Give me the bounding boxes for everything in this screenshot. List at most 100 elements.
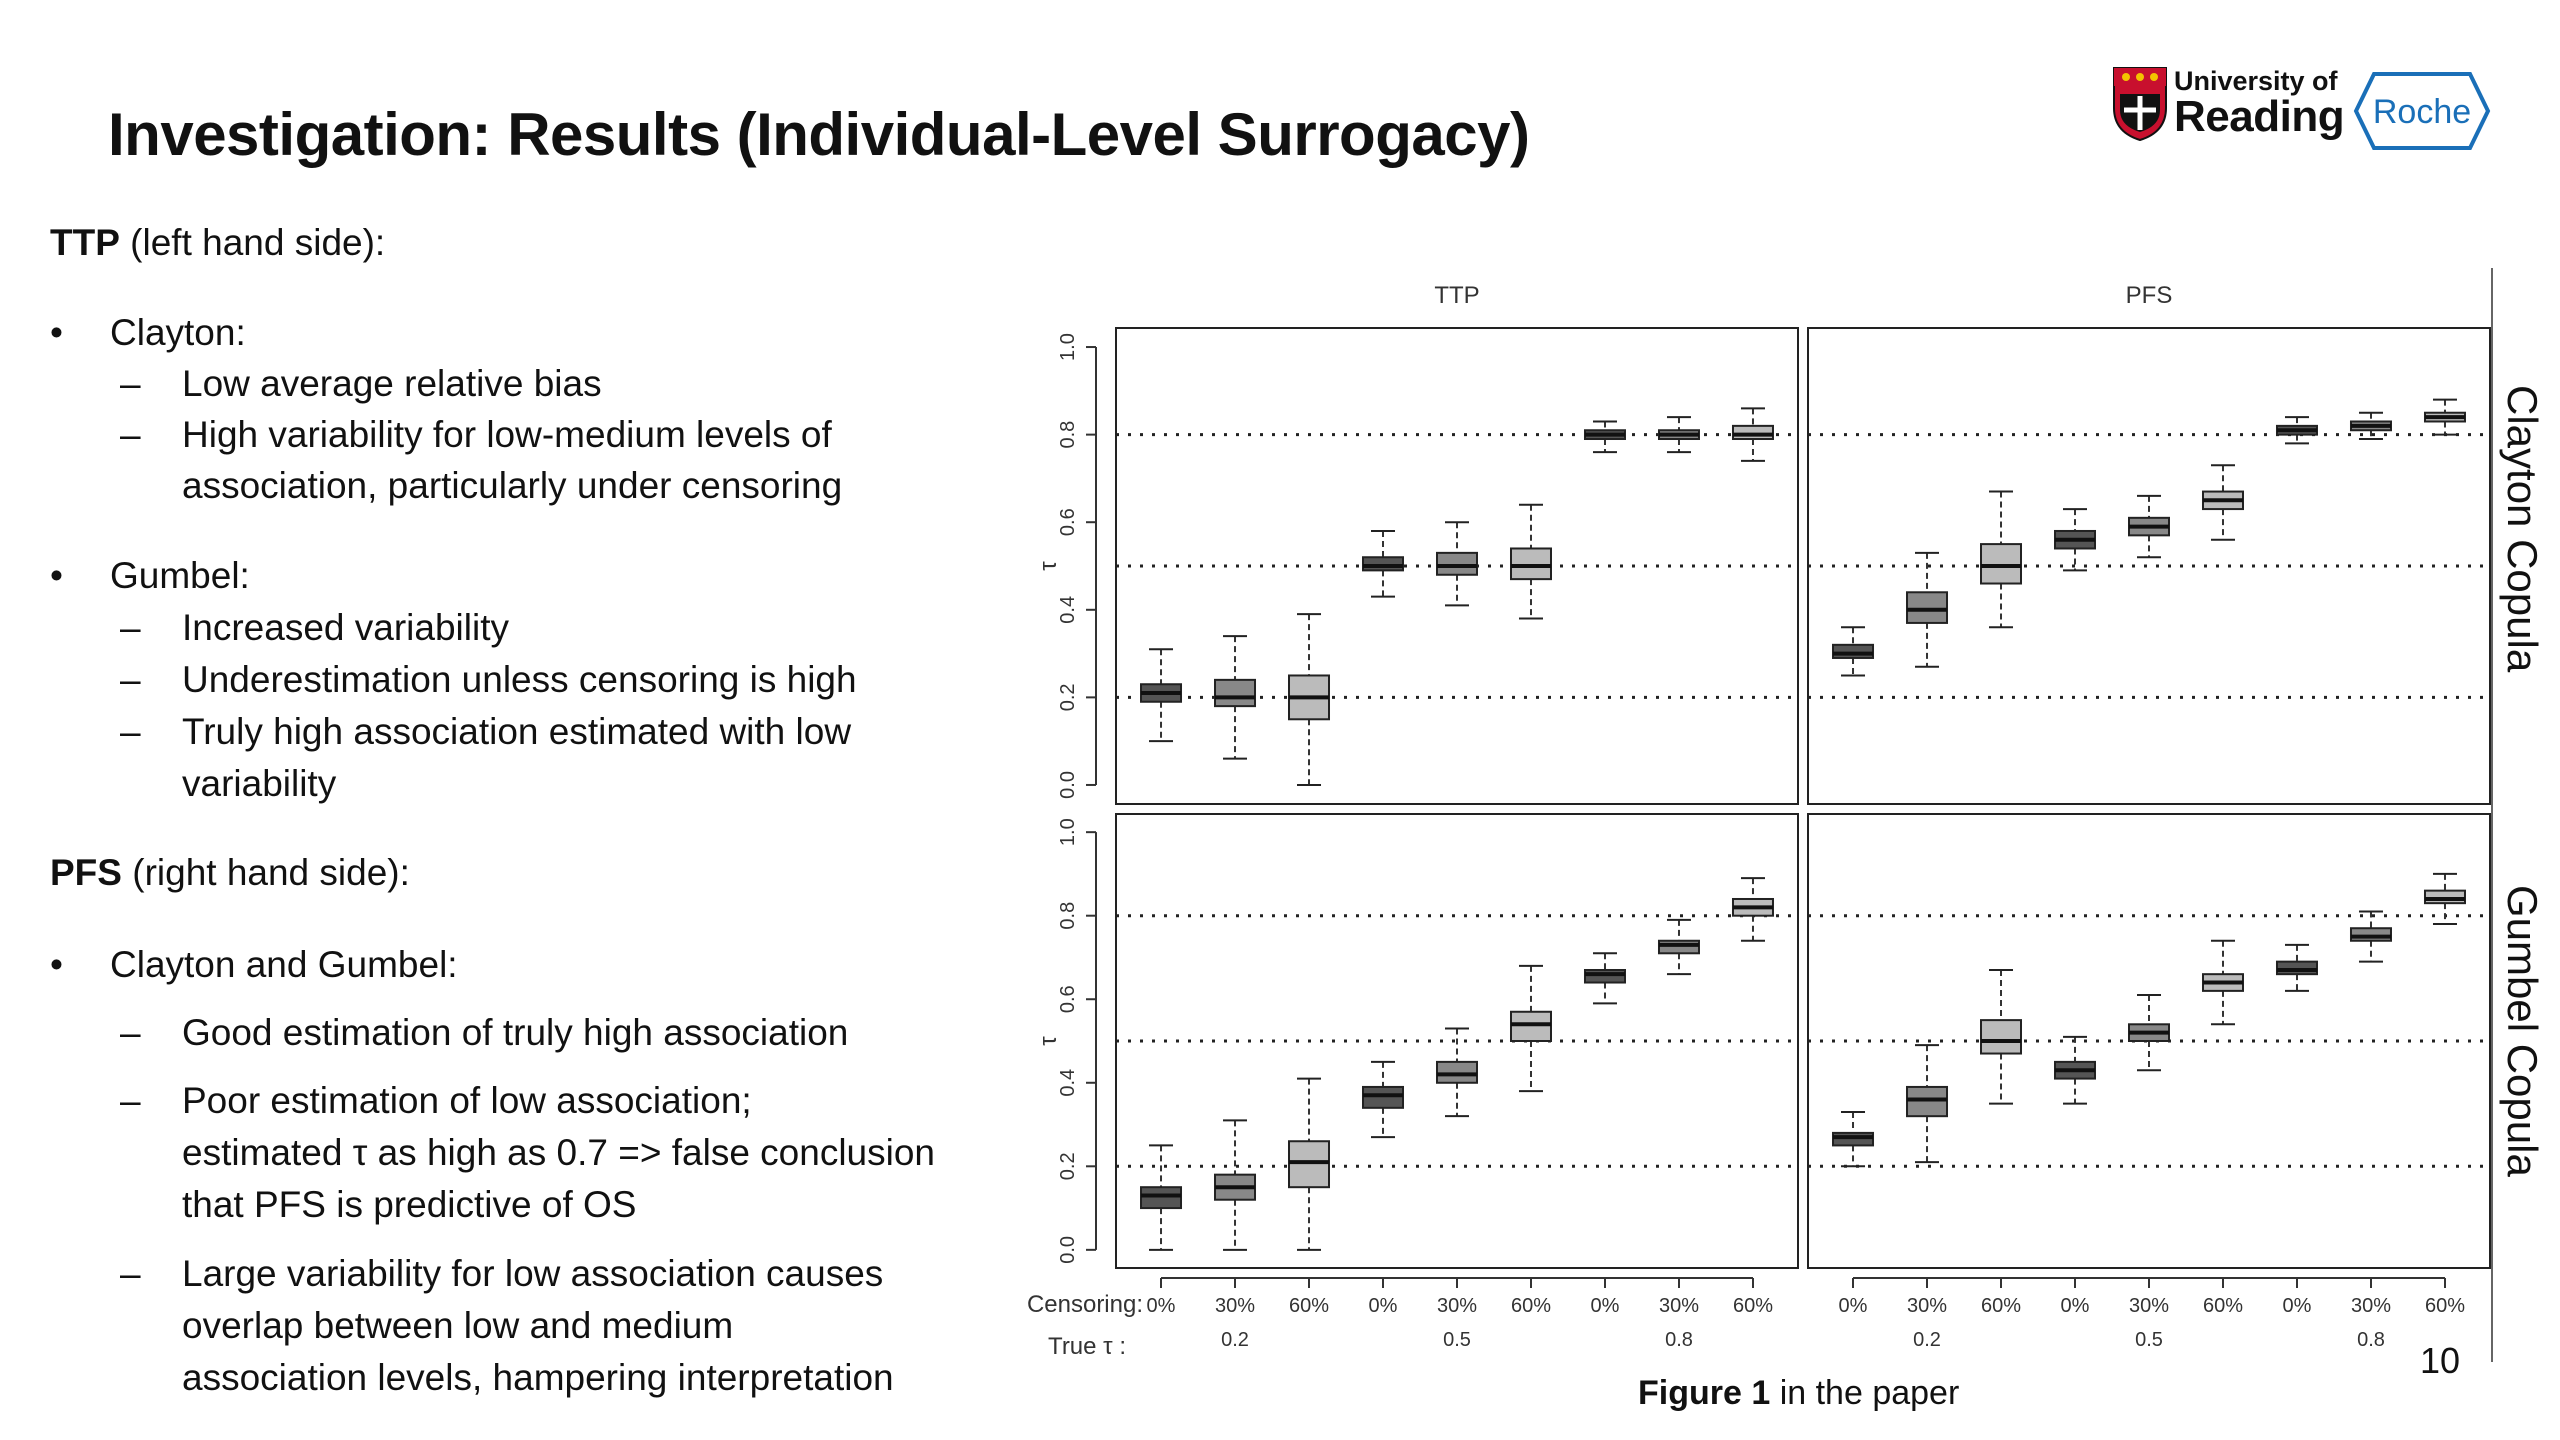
figure-caption: Figure 1 in the paper xyxy=(1638,1374,1960,1412)
row-label-clayton: Clayton Copula xyxy=(2499,385,2546,673)
list-item: Underestimation unless censoring is high xyxy=(182,659,857,700)
y-tick-label: 1.0 xyxy=(1057,818,1079,846)
bullet-clayton-gumbel: • xyxy=(50,944,63,985)
box xyxy=(2349,927,2392,942)
box xyxy=(2275,960,2318,976)
pfs-heading: PFS (right hand side): xyxy=(50,852,410,893)
y-tick-label: 0.4 xyxy=(1057,1069,1079,1097)
true-tau-group-label: 0.2 xyxy=(1221,1329,1249,1351)
box xyxy=(1214,678,1257,708)
logos: University of Reading Roche xyxy=(2110,64,2510,164)
dash: – xyxy=(120,1253,141,1294)
censoring-tick-label: 30% xyxy=(1659,1295,1699,1317)
list-item: Good estimation of truly high associatio… xyxy=(182,1012,849,1053)
list-item: that PFS is predictive of OS xyxy=(182,1184,637,1225)
roche-logo-icon: Roche xyxy=(2353,72,2491,150)
censoring-tick-label: 60% xyxy=(1511,1295,1551,1317)
y-tick-label: 0.8 xyxy=(1057,421,1079,449)
list-item: Increased variability xyxy=(182,607,509,648)
bullet-gumbel: • xyxy=(50,555,63,596)
censoring-tick-label: 0% xyxy=(1839,1295,1868,1317)
y-tick-label: 0.0 xyxy=(1057,771,1079,799)
list-item: overlap between low and medium xyxy=(182,1305,734,1346)
dash: – xyxy=(120,1080,141,1121)
list-item: Truly high association estimated with lo… xyxy=(182,711,852,752)
dash: – xyxy=(120,711,141,752)
box xyxy=(1436,551,1478,576)
true-tau-group-label: 0.8 xyxy=(2357,1329,2385,1351)
dash: – xyxy=(120,1012,141,1053)
censoring-tick-label: 60% xyxy=(2203,1295,2243,1317)
y-tick-label: 0.2 xyxy=(1057,683,1079,711)
box xyxy=(1832,643,1875,659)
dash: – xyxy=(120,363,141,404)
box xyxy=(2423,889,2466,905)
university-crest-icon xyxy=(2113,67,2167,142)
censoring-tick-label: 60% xyxy=(1981,1295,2021,1317)
clayton-label: Clayton: xyxy=(110,312,246,353)
dash: – xyxy=(120,414,141,455)
box xyxy=(1288,1140,1331,1189)
censoring-tick-label: 60% xyxy=(2425,1295,2465,1317)
list-item: variability xyxy=(182,763,337,804)
y-tick-label: 0.0 xyxy=(1057,1236,1079,1264)
ttp-heading: TTP (left hand side): xyxy=(50,222,386,263)
gumbel-label: Gumbel: xyxy=(110,555,250,596)
y-tick-label: 0.6 xyxy=(1057,985,1079,1013)
list-item: association levels, hampering interpreta… xyxy=(182,1357,894,1398)
box xyxy=(1657,939,1700,955)
box xyxy=(1362,1085,1405,1109)
university-logo-text: University of Reading xyxy=(2174,66,2345,141)
list-item: estimated τ as high as 0.7 => false conc… xyxy=(182,1132,936,1173)
y-tick-label: 0.4 xyxy=(1057,596,1079,624)
list-item: Poor estimation of low association; xyxy=(182,1080,752,1121)
list-item: association, particularly under censorin… xyxy=(182,465,843,506)
censoring-tick-label: 60% xyxy=(1289,1295,1329,1317)
true-tau-group-label: 0.5 xyxy=(1443,1329,1471,1351)
censoring-tick-label: 30% xyxy=(1215,1295,1255,1317)
censoring-tick-label: 30% xyxy=(2129,1295,2169,1317)
true-tau-group-label: 0.5 xyxy=(2135,1329,2163,1351)
list-item: Low average relative bias xyxy=(182,363,602,404)
box xyxy=(1362,556,1405,572)
box xyxy=(1436,1060,1478,1084)
y-tick-label: 0.8 xyxy=(1057,902,1079,930)
box xyxy=(1731,424,1774,441)
list-item: Large variability for low association ca… xyxy=(182,1253,884,1294)
panel-frame xyxy=(1807,327,2491,805)
censoring-tick-label: 0% xyxy=(1147,1295,1176,1317)
column-title: PFS xyxy=(2126,282,2173,309)
censoring-tick-label: 0% xyxy=(2061,1295,2090,1317)
box xyxy=(1980,543,2023,585)
x-label-censoring: Censoring: xyxy=(1027,1291,1143,1318)
box xyxy=(1583,968,1626,984)
box xyxy=(1509,547,1552,581)
box xyxy=(1832,1131,1875,1147)
box xyxy=(1509,1010,1552,1042)
list-item: High variability for low-medium levels o… xyxy=(182,414,832,455)
true-tau-group-label: 0.8 xyxy=(1665,1329,1693,1351)
dash: – xyxy=(120,607,141,648)
clayton-gumbel-label: Clayton and Gumbel: xyxy=(110,944,458,985)
page-number: 10 xyxy=(2420,1340,2461,1381)
true-tau-group-label: 0.2 xyxy=(1913,1329,1941,1351)
y-tick-label: 0.6 xyxy=(1057,508,1079,536)
column-title: TTP xyxy=(1434,282,1479,309)
y-tick-label: 0.2 xyxy=(1057,1152,1079,1180)
box xyxy=(1906,1085,1949,1118)
box xyxy=(1140,1186,1183,1210)
x-label-true-tau: True τ : xyxy=(1048,1333,1126,1360)
roche-logo-text: Roche xyxy=(2373,93,2471,131)
row-label-gumbel: Gumbel Copula xyxy=(2499,885,2546,1177)
censoring-tick-label: 0% xyxy=(1591,1295,1620,1317)
censoring-tick-label: 60% xyxy=(1733,1295,1773,1317)
y-axis-label: τ xyxy=(1035,561,1062,571)
y-axis-label: τ xyxy=(1035,1036,1062,1046)
censoring-tick-label: 30% xyxy=(2351,1295,2391,1317)
box xyxy=(1980,1019,2023,1055)
y-tick-label: 1.0 xyxy=(1057,333,1079,361)
censoring-tick-label: 30% xyxy=(1437,1295,1477,1317)
censoring-tick-label: 0% xyxy=(2283,1295,2312,1317)
bullet-clayton: • xyxy=(50,312,63,353)
